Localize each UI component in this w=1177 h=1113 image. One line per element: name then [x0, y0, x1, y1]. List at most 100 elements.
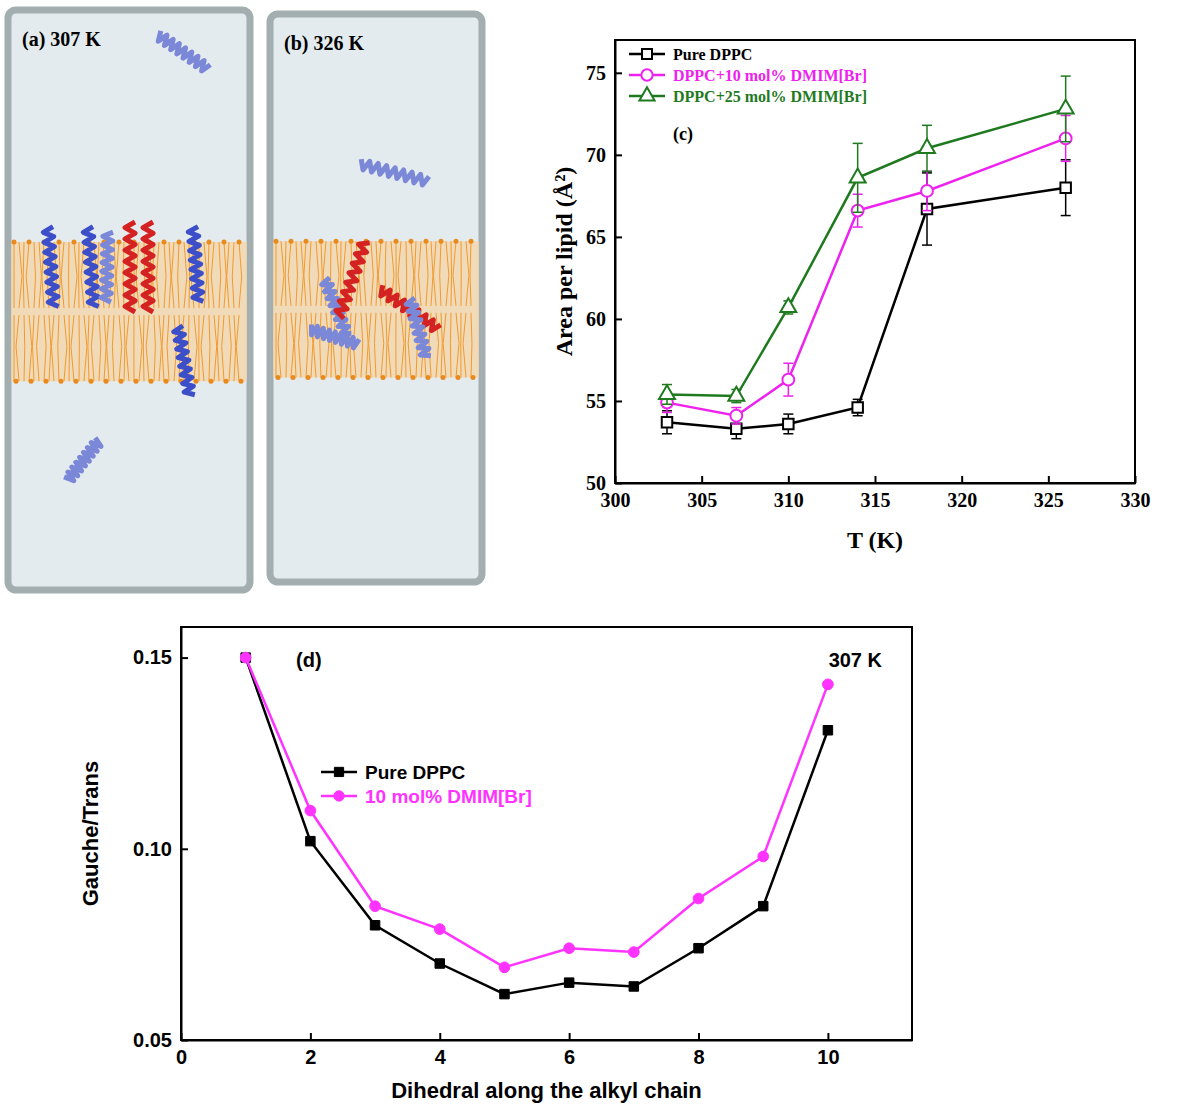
error-bar-cap [783, 413, 793, 415]
lipid-tail [309, 241, 311, 306]
lipid-tail [146, 315, 149, 381]
data-point [730, 410, 742, 422]
data-point [306, 836, 315, 845]
lipid-tail [178, 242, 179, 308]
lipid-tail [299, 313, 301, 378]
data-point [662, 417, 672, 427]
lipid-tail [366, 313, 368, 378]
lipid-tail [340, 241, 341, 306]
y-tick-label: 0.10 [133, 838, 172, 860]
head-group [426, 375, 431, 380]
lipid-tail [217, 315, 219, 381]
legend-label: DPPC+10 mol% DMIM[Br] [673, 67, 867, 84]
series-line [246, 658, 828, 968]
lipid-tail [426, 241, 428, 306]
y-tick-mark [181, 1040, 188, 1042]
head-group [276, 375, 281, 380]
lipid-tail [232, 242, 234, 308]
head-group [44, 379, 49, 384]
plot-marks [659, 76, 1074, 439]
legend-marker [334, 767, 343, 776]
lipid-tail [471, 313, 473, 378]
legend-entry: DPPC+10 mol% DMIM[Br] [629, 67, 867, 84]
lipid-tail [91, 315, 94, 381]
lipid-tail [29, 315, 32, 381]
y-tick: 70 [586, 144, 622, 166]
head-group [177, 240, 182, 245]
y-tick: 60 [586, 308, 622, 330]
data-point [780, 298, 796, 312]
lipid-tail [58, 315, 59, 381]
ionic-liquid-highlight [336, 243, 370, 319]
ionic-liquid [311, 325, 359, 348]
series [241, 653, 833, 999]
x-tick-mark [701, 476, 703, 483]
lipid-tail [23, 242, 25, 308]
ionic-liquid [101, 232, 113, 302]
series [659, 76, 1074, 404]
lipid-tail [234, 315, 236, 381]
lipid-tail [33, 315, 34, 381]
error-bar-cap [731, 438, 741, 440]
lipid-tail [456, 313, 459, 378]
lipid-tail [24, 315, 26, 381]
x-tick: 310 [774, 476, 804, 511]
data-point [241, 653, 250, 662]
head-group [224, 379, 229, 384]
legend-entry: DPPC+25 mol% DMIM[Br] [629, 87, 867, 104]
head-group [149, 379, 154, 384]
lipid-tail [61, 242, 64, 308]
x-tick-mark [1048, 476, 1050, 483]
head-group [274, 239, 279, 244]
data-point [370, 921, 379, 930]
lipid-tail [466, 241, 469, 306]
x-tick-mark [1135, 476, 1137, 483]
data-point [435, 959, 444, 968]
head-group [319, 239, 324, 244]
series-line [667, 109, 1066, 396]
ionic-liquid [43, 227, 58, 307]
data-point [1060, 182, 1070, 192]
plot-frame [181, 627, 912, 1040]
lipid-tail [184, 242, 187, 308]
plot-marks [240, 652, 833, 999]
lipid-tails [274, 239, 476, 380]
head-group [209, 379, 214, 384]
head-group [469, 239, 474, 244]
x-tick-label: 6 [564, 1046, 575, 1068]
head-group [439, 239, 444, 244]
lipid-tail [323, 241, 326, 306]
lipid-tail [288, 241, 291, 306]
error-bar-cap [922, 171, 932, 173]
panel-title: (b) 326 K [284, 32, 364, 55]
head-group [379, 239, 384, 244]
x-axis-title: Dihedral along the alkyl chain [391, 1078, 702, 1103]
lipid-tail [276, 313, 277, 378]
lipid-tail [433, 241, 436, 306]
y-axis-title: Area per lipid (Å²) [551, 167, 577, 357]
head-group [74, 379, 79, 384]
legend-label: DPPC+25 mol% DMIM[Br] [673, 88, 867, 105]
lipid-tail [159, 315, 161, 381]
lipid-tail [371, 241, 373, 306]
series [240, 652, 833, 972]
ionic-liquid [361, 159, 429, 185]
y-tick-label: 0.05 [133, 1029, 172, 1051]
lipid-tail [331, 313, 332, 378]
data-point [370, 901, 381, 912]
lipid-tail [285, 241, 287, 306]
y-tick: 50 [586, 472, 622, 494]
lipid-tail [44, 315, 46, 381]
lipid-tail [99, 315, 101, 381]
snapshot-panel: (a) 307 K [8, 10, 250, 590]
x-tick-mark [439, 1033, 441, 1040]
lipid-tail [405, 313, 407, 378]
x-tick: 325 [1034, 476, 1064, 511]
head-group [29, 379, 34, 384]
x-axis: 0246810 [176, 1033, 913, 1068]
x-tick-label: 0 [176, 1046, 187, 1068]
lipid-tail [222, 315, 224, 381]
lipid-tail [395, 313, 396, 378]
series-line [667, 138, 1066, 415]
lipid-tail [34, 242, 35, 308]
